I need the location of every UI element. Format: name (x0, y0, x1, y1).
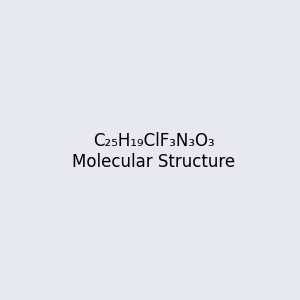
Text: C₂₅H₁₉ClF₃N₃O₃
Molecular Structure: C₂₅H₁₉ClF₃N₃O₃ Molecular Structure (72, 132, 235, 171)
